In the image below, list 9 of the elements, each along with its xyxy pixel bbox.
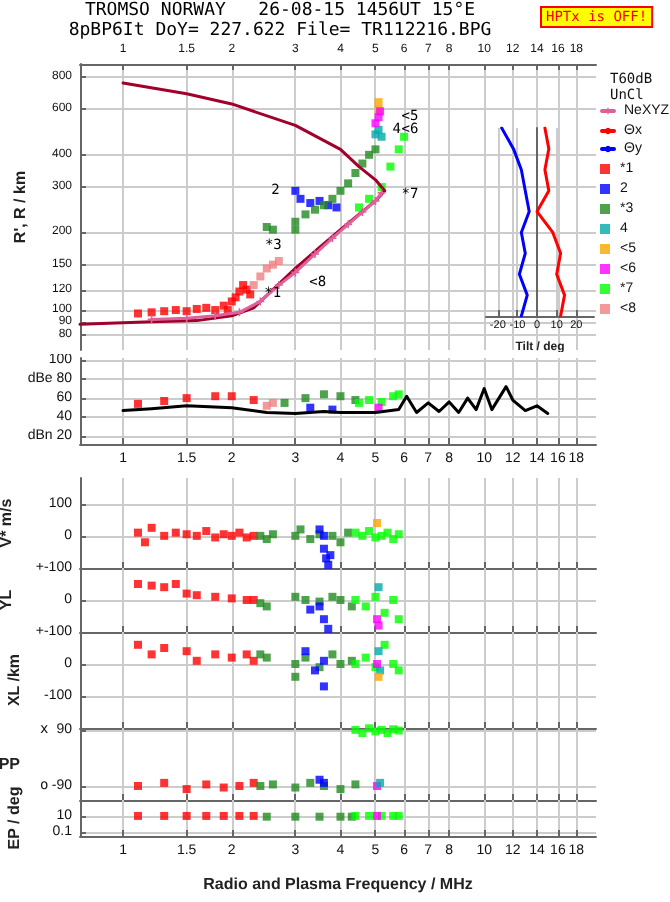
y-axis-title: R', R / km [11, 170, 29, 244]
chart-subtitle: 8pBP6It DoY= 227.622 File= TR112216.BPG [68, 21, 492, 41]
chart-title: TROMSO NORWAY 26-08-15 1456UT 15°E [84, 1, 476, 21]
y-axis-title: YL [0, 589, 15, 611]
y-axis-title: V* m/s [0, 497, 15, 548]
x-axis-title: Radio and Plasma Frequency / MHz [203, 875, 473, 893]
y-axis-title: EP / deg [5, 786, 23, 850]
y-axis-title: XL /km [5, 653, 24, 707]
y-axis-title: PP [0, 755, 22, 773]
